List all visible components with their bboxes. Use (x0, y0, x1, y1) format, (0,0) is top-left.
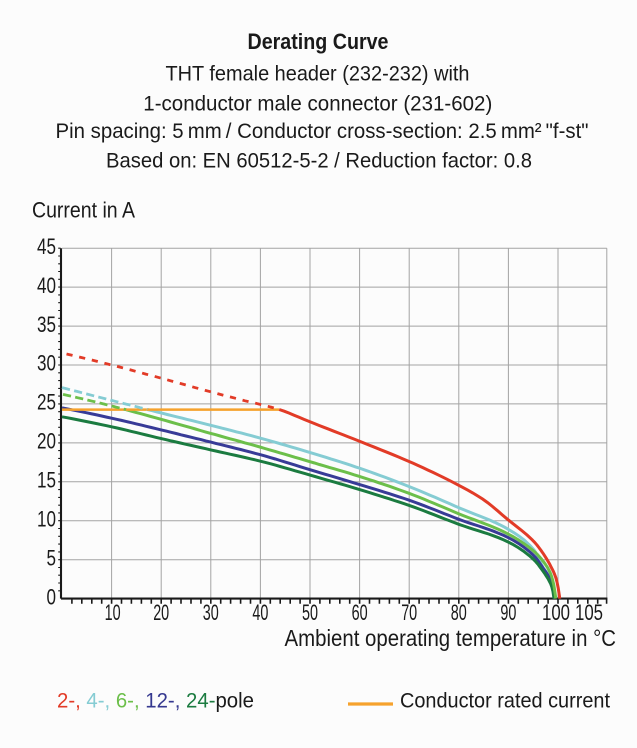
svg-text:Ambient operating temperature: Ambient operating temperature in °C (285, 625, 617, 651)
svg-text:20: 20 (153, 600, 169, 625)
svg-text:15: 15 (37, 468, 56, 493)
svg-text:80: 80 (451, 600, 467, 625)
svg-text:THT female header (232-232) wi: THT female header (232-232) with (166, 63, 470, 86)
svg-text:105: 105 (575, 600, 603, 625)
svg-text:10: 10 (37, 506, 56, 531)
svg-text:Current in A: Current in A (32, 198, 135, 223)
svg-text:40: 40 (252, 600, 268, 625)
svg-text:100: 100 (542, 600, 570, 625)
svg-text:90: 90 (500, 600, 516, 625)
svg-text:30: 30 (203, 600, 219, 625)
svg-text:35: 35 (37, 312, 56, 337)
svg-text:Pin spacing: 5 mm / Conductor: Pin spacing: 5 mm / Conductor cross-sect… (56, 120, 589, 143)
svg-text:30: 30 (37, 351, 56, 376)
svg-text:20: 20 (37, 429, 56, 454)
svg-text:1-conductor male connector (23: 1-conductor male connector (231-602) (143, 93, 492, 116)
svg-text:10: 10 (105, 600, 121, 625)
svg-text:70: 70 (401, 600, 417, 625)
svg-text:50: 50 (302, 600, 318, 625)
svg-text:45: 45 (37, 234, 56, 259)
svg-text:5: 5 (47, 545, 57, 570)
svg-text:Derating Curve: Derating Curve (248, 29, 389, 54)
svg-text:60: 60 (352, 600, 368, 625)
svg-text:0: 0 (47, 584, 57, 609)
svg-text:Conductor rated current: Conductor rated current (400, 690, 610, 713)
svg-text:Based on: EN 60512-5-2 / Reduc: Based on: EN 60512-5-2 / Reduction facto… (106, 150, 532, 173)
svg-text:2-, 4-, 6-, 12-, 24-pole: 2-, 4-, 6-, 12-, 24-pole (57, 690, 254, 713)
svg-text:40: 40 (37, 273, 56, 298)
svg-text:25: 25 (37, 390, 56, 415)
